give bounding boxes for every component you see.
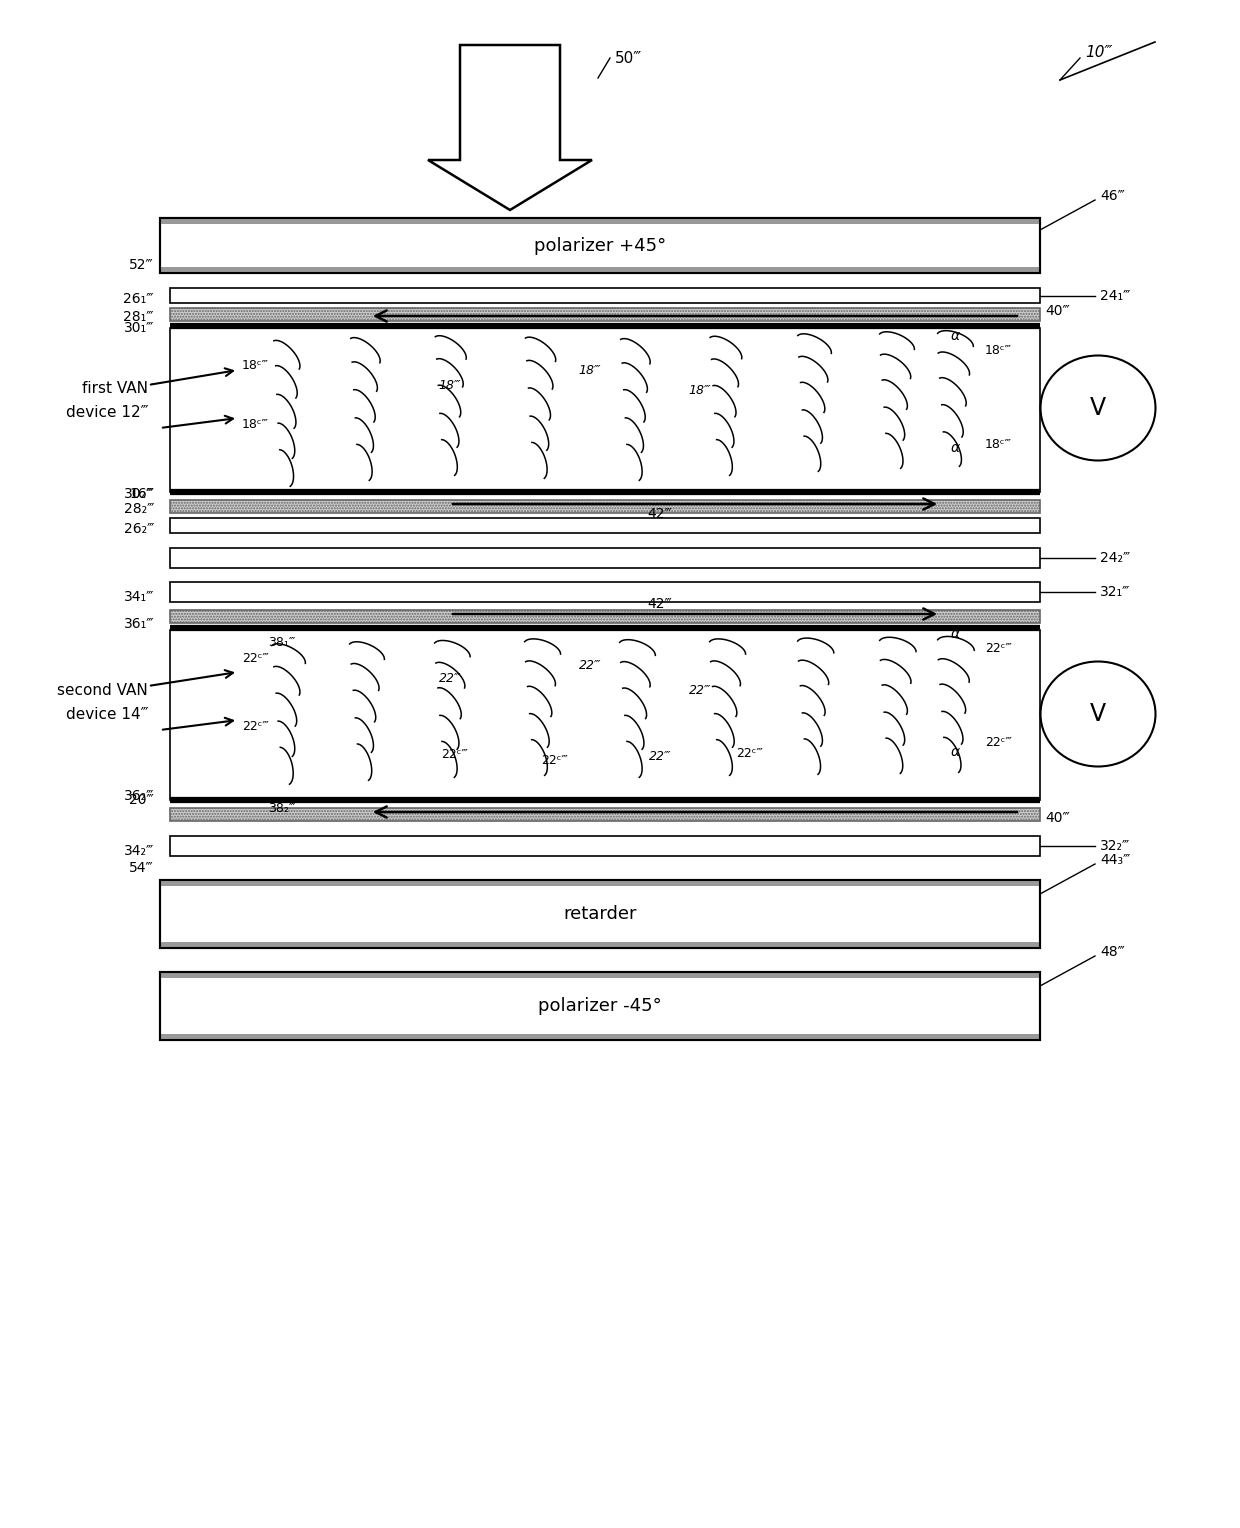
Text: 22‴: 22‴ — [649, 750, 671, 762]
Text: α: α — [950, 746, 960, 759]
Text: 20‴: 20‴ — [129, 793, 154, 807]
Text: 34₂‴: 34₂‴ — [124, 843, 154, 859]
Bar — [170, 518, 1040, 533]
Text: 22‴: 22‴ — [688, 683, 712, 697]
Text: 18ᶜ‴: 18ᶜ‴ — [985, 437, 1012, 451]
Bar — [160, 219, 1040, 274]
Text: 54‴: 54‴ — [129, 860, 154, 876]
Text: 48‴: 48‴ — [1100, 944, 1125, 960]
Text: 30₁‴: 30₁‴ — [124, 321, 154, 335]
Text: 24₁‴: 24₁‴ — [1100, 289, 1131, 303]
Text: 26₁‴: 26₁‴ — [124, 292, 154, 306]
Bar — [170, 630, 1040, 801]
Text: 18ᶜ‴: 18ᶜ‴ — [242, 417, 269, 431]
Bar — [160, 219, 1040, 225]
Text: 28₁‴: 28₁‴ — [124, 310, 154, 324]
Bar — [160, 1034, 1040, 1041]
Text: 22ᶜ‴: 22ᶜ‴ — [242, 651, 269, 665]
Text: 50‴: 50‴ — [615, 50, 642, 66]
Text: 34₁‴: 34₁‴ — [124, 590, 154, 604]
Bar — [160, 219, 1040, 274]
Bar — [170, 329, 1040, 492]
Text: 22ᶜ‴: 22ᶜ‴ — [441, 747, 469, 761]
Text: 18ᶜ‴: 18ᶜ‴ — [242, 359, 269, 371]
Bar — [160, 880, 1040, 886]
Text: 22ᶜ‴: 22ᶜ‴ — [985, 735, 1012, 749]
Text: 22ᶜ‴: 22ᶜ‴ — [737, 747, 764, 759]
Bar — [170, 287, 1040, 303]
Text: 18‴: 18‴ — [439, 379, 461, 391]
Text: 40‴: 40‴ — [1045, 304, 1070, 318]
Bar — [160, 941, 1040, 947]
Text: 42‴: 42‴ — [647, 597, 672, 611]
Bar — [170, 808, 1040, 821]
Text: α: α — [950, 626, 960, 642]
Ellipse shape — [1040, 356, 1156, 460]
Text: 52‴: 52‴ — [129, 258, 154, 272]
Text: 38₁‴: 38₁‴ — [268, 636, 295, 648]
Text: 18ᶜ‴: 18ᶜ‴ — [985, 344, 1012, 356]
Text: polarizer -45°: polarizer -45° — [538, 996, 662, 1015]
Bar — [160, 972, 1040, 1041]
Text: 22‴: 22‴ — [439, 671, 461, 685]
Text: 42‴: 42‴ — [647, 507, 672, 521]
Bar — [170, 309, 1040, 321]
Text: 32₂‴: 32₂‴ — [1100, 839, 1130, 853]
Text: device 12‴: device 12‴ — [66, 405, 148, 420]
Bar — [170, 500, 1040, 513]
Text: second VAN: second VAN — [57, 683, 148, 697]
Bar — [170, 610, 1040, 623]
Text: 18‴: 18‴ — [688, 384, 712, 396]
Text: 24₂‴: 24₂‴ — [1100, 552, 1130, 565]
Text: 30₂‴: 30₂‴ — [124, 487, 154, 501]
Bar — [170, 582, 1040, 602]
Text: polarizer +45°: polarizer +45° — [534, 237, 666, 255]
Text: α: α — [950, 442, 960, 455]
Bar — [160, 880, 1040, 947]
Bar — [160, 267, 1040, 274]
Text: first VAN: first VAN — [82, 380, 148, 396]
Text: 22‴: 22‴ — [579, 659, 601, 671]
Text: α: α — [950, 329, 960, 342]
Text: 36₂‴: 36₂‴ — [124, 788, 154, 804]
Text: 28₂‴: 28₂‴ — [124, 503, 154, 516]
Text: 46‴: 46‴ — [1100, 189, 1125, 203]
Bar — [160, 972, 1040, 978]
Text: 26₂‴: 26₂‴ — [124, 523, 154, 536]
Bar — [170, 549, 1040, 568]
Ellipse shape — [1040, 662, 1156, 767]
Text: 22ᶜ‴: 22ᶜ‴ — [242, 720, 269, 732]
Text: V: V — [1090, 701, 1106, 726]
Bar — [170, 836, 1040, 856]
Text: 18‴: 18‴ — [579, 364, 601, 376]
Text: 10‴: 10‴ — [1085, 44, 1112, 60]
Text: 38₂‴: 38₂‴ — [268, 802, 295, 814]
Text: 44₃‴: 44₃‴ — [1100, 853, 1131, 866]
Bar — [160, 972, 1040, 1041]
Text: 22ᶜ‴: 22ᶜ‴ — [542, 753, 568, 767]
Text: retarder: retarder — [563, 905, 637, 923]
Text: device 14‴: device 14‴ — [66, 706, 148, 721]
Bar — [160, 880, 1040, 947]
Text: 40‴: 40‴ — [1045, 811, 1070, 825]
Text: 22ᶜ‴: 22ᶜ‴ — [985, 642, 1012, 654]
Text: 16‴: 16‴ — [129, 487, 154, 501]
Text: 36₁‴: 36₁‴ — [124, 617, 154, 631]
Text: 32₁‴: 32₁‴ — [1100, 585, 1131, 599]
Text: V: V — [1090, 396, 1106, 420]
